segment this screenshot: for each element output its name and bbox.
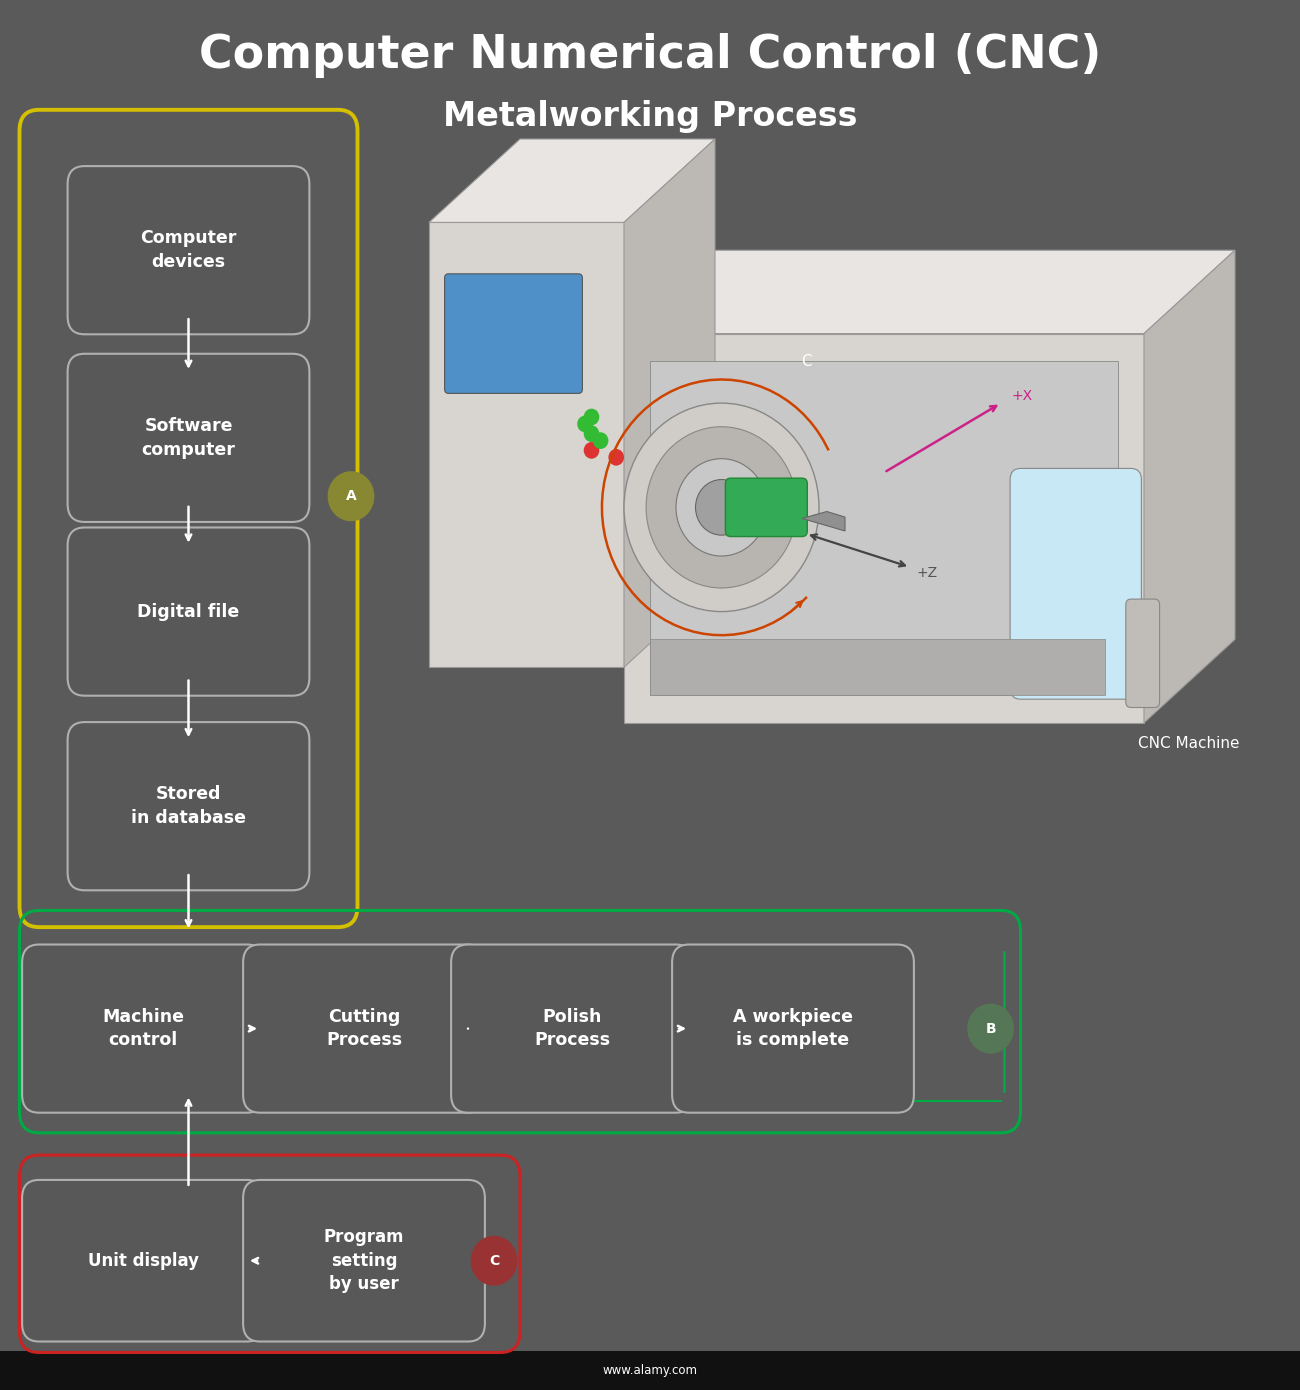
- Text: C: C: [801, 354, 811, 368]
- FancyBboxPatch shape: [445, 274, 582, 393]
- Text: Metalworking Process: Metalworking Process: [443, 100, 857, 133]
- Polygon shape: [624, 250, 1235, 334]
- FancyBboxPatch shape: [243, 1180, 485, 1341]
- Polygon shape: [802, 512, 845, 531]
- Polygon shape: [650, 639, 1105, 695]
- FancyBboxPatch shape: [68, 167, 309, 335]
- FancyBboxPatch shape: [243, 945, 485, 1112]
- FancyBboxPatch shape: [68, 723, 309, 891]
- Text: Computer Numerical Control (CNC): Computer Numerical Control (CNC): [199, 33, 1101, 78]
- Circle shape: [328, 471, 374, 521]
- Polygon shape: [1144, 250, 1235, 723]
- Text: A: A: [346, 489, 356, 503]
- Text: Cutting
Process: Cutting Process: [326, 1008, 402, 1049]
- Circle shape: [676, 459, 767, 556]
- Text: A workpiece
is complete: A workpiece is complete: [733, 1008, 853, 1049]
- FancyBboxPatch shape: [22, 1180, 264, 1341]
- Text: +Z: +Z: [916, 566, 937, 580]
- Text: Polish
Process: Polish Process: [534, 1008, 610, 1049]
- Circle shape: [577, 416, 593, 432]
- Polygon shape: [650, 361, 1118, 695]
- Text: www.alamy.com: www.alamy.com: [602, 1364, 698, 1377]
- FancyBboxPatch shape: [1126, 599, 1160, 708]
- FancyBboxPatch shape: [68, 528, 309, 695]
- Polygon shape: [624, 139, 715, 667]
- Text: C: C: [489, 1254, 499, 1268]
- FancyBboxPatch shape: [672, 945, 914, 1112]
- Text: Stored
in database: Stored in database: [131, 785, 246, 827]
- Circle shape: [593, 432, 608, 449]
- Text: CNC Machine: CNC Machine: [1138, 737, 1239, 751]
- Circle shape: [608, 449, 624, 466]
- Circle shape: [696, 480, 747, 535]
- Polygon shape: [429, 139, 715, 222]
- Text: Program
setting
by user: Program setting by user: [324, 1229, 404, 1293]
- Circle shape: [646, 427, 797, 588]
- Text: +X: +X: [1011, 389, 1032, 403]
- Text: Unit display: Unit display: [87, 1252, 199, 1269]
- Circle shape: [471, 1236, 517, 1286]
- FancyBboxPatch shape: [451, 945, 693, 1112]
- FancyBboxPatch shape: [725, 478, 807, 537]
- Circle shape: [624, 403, 819, 612]
- Circle shape: [967, 1004, 1014, 1054]
- Text: Computer
devices: Computer devices: [140, 229, 237, 271]
- Text: Digital file: Digital file: [138, 603, 239, 620]
- Circle shape: [584, 425, 599, 442]
- Text: B: B: [985, 1022, 996, 1036]
- FancyBboxPatch shape: [1010, 468, 1141, 699]
- Text: Machine
control: Machine control: [101, 1008, 185, 1049]
- FancyBboxPatch shape: [22, 945, 264, 1112]
- Text: Software
computer: Software computer: [142, 417, 235, 459]
- Bar: [0, 1351, 1300, 1390]
- Polygon shape: [624, 334, 1144, 723]
- Circle shape: [584, 409, 599, 425]
- Circle shape: [584, 442, 599, 459]
- FancyBboxPatch shape: [68, 354, 309, 523]
- Polygon shape: [429, 222, 624, 667]
